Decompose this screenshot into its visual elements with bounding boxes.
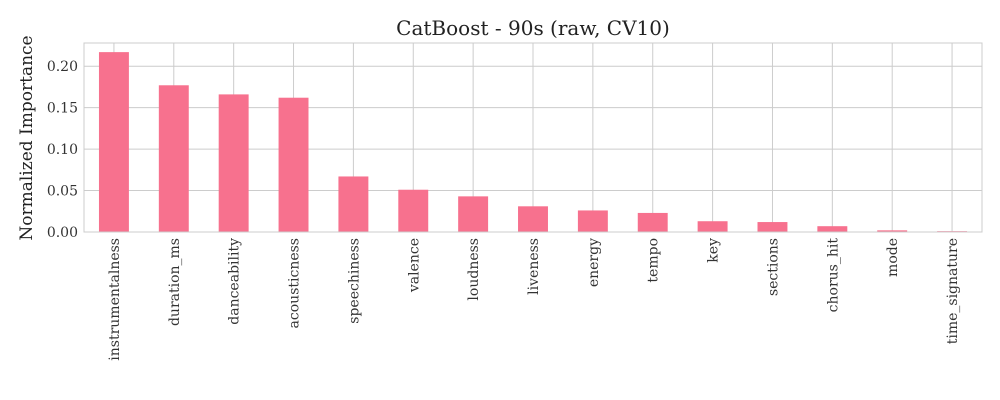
y-ticks: 0.00 0.05 0.10 0.15 0.20 — [47, 59, 78, 241]
bar-duration_ms — [158, 85, 189, 233]
bar-chorus_hit — [817, 226, 848, 232]
bar-speechiness — [338, 176, 369, 232]
y-tick-label: 0.00 — [47, 225, 78, 241]
x-tick-label: valence — [406, 238, 422, 293]
x-tick-label: time_signature — [945, 238, 961, 344]
y-tick-label: 0.20 — [47, 59, 78, 75]
x-tick-label: mode — [885, 238, 901, 277]
bar-tempo — [637, 212, 668, 232]
x-tick-label: chorus_hit — [825, 238, 841, 313]
x-tick-label: liveness — [526, 238, 542, 295]
x-tick-label: key — [706, 238, 722, 263]
x-tick-label: loudness — [466, 238, 482, 301]
chart-title: CatBoost - 90s (raw, CV10) — [396, 16, 670, 40]
bar-valence — [398, 189, 429, 232]
x-tick-label: speechiness — [346, 238, 362, 324]
bar-loudness — [458, 196, 489, 232]
bar-energy — [577, 210, 608, 232]
y-tick-label: 0.15 — [47, 101, 78, 117]
y-axis-label: Normalized Importance — [17, 35, 37, 240]
bar-danceability — [218, 94, 249, 232]
bar-liveness — [518, 206, 548, 232]
x-tick-label: duration_ms — [167, 238, 183, 326]
x-tick-label: instrumentalness — [107, 238, 123, 361]
bar-acousticness — [278, 97, 309, 232]
y-tick-label: 0.10 — [47, 142, 78, 158]
x-tick-label: tempo — [646, 238, 662, 283]
x-tick-label: danceability — [227, 238, 243, 325]
x-tick-label: sections — [765, 238, 781, 296]
bar-sections — [757, 222, 788, 232]
x-tick-label: energy — [586, 238, 602, 287]
x-ticks: instrumentalness duration_ms danceability a… — [107, 238, 961, 361]
bars — [98, 52, 968, 233]
bar-key — [697, 221, 728, 232]
plot-frame — [83, 42, 983, 233]
y-tick-label: 0.05 — [47, 184, 78, 200]
x-tick-label: acousticness — [287, 238, 303, 328]
bar-mode — [877, 230, 908, 232]
bar-instrumentalness — [98, 52, 129, 232]
